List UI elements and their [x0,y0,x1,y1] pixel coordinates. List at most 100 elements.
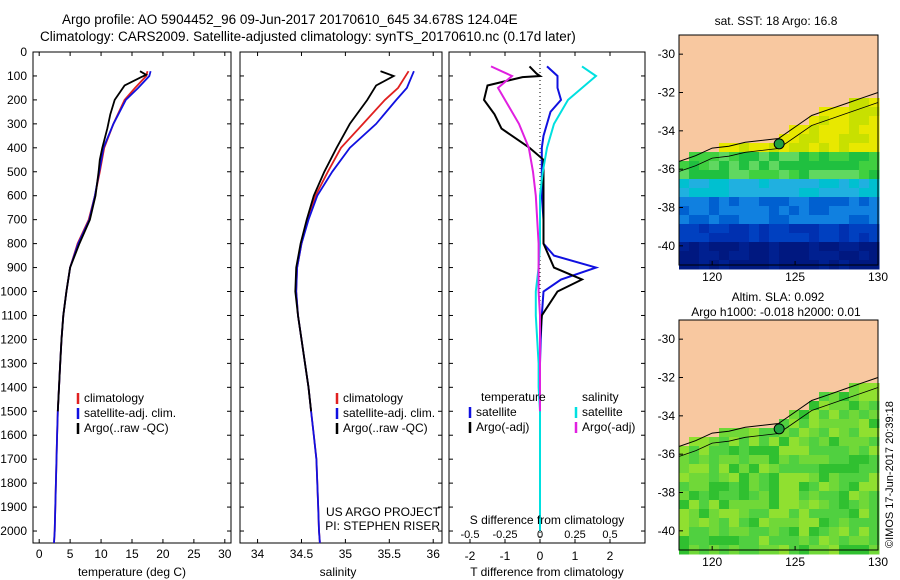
map-cell [689,233,700,243]
map-cell [739,491,750,501]
map-cell [869,125,880,135]
map-cell [679,233,690,243]
map-cell [729,500,740,510]
map-cell [779,500,790,510]
map-cell [789,455,800,465]
map-cell [849,500,860,510]
map-cell [729,251,740,261]
map-cell [839,392,850,402]
map-cell [739,428,750,438]
sal-annotation-1: PI: STEPHEN RISER [325,519,440,533]
map-cell [809,410,820,420]
map-cell [789,197,800,207]
map-cell [839,143,850,153]
map-cell [829,410,840,420]
map-cell [769,251,780,261]
map-cell [839,251,850,261]
map-cell [859,509,870,519]
map-cell [779,464,790,474]
map-cell [739,206,750,216]
map-cell [869,215,880,225]
map-cell [819,170,830,180]
map-ytick-label-0: -32 [658,86,676,100]
map-cell [739,152,750,162]
map-cell [719,242,730,252]
map-cell [869,446,880,456]
map-cell [739,179,750,189]
map-cell [859,500,870,510]
map-cell [759,161,770,171]
sal-legend-1-label: satellite-adj. clim. [343,406,435,420]
map-cell [729,233,740,243]
map-cell [789,437,800,447]
map-cell [819,473,830,483]
map-cell [839,455,850,465]
map-cell [739,446,750,456]
map-cell [729,527,740,537]
map-cell [839,215,850,225]
map-cell [859,107,870,117]
map-cell [699,446,710,456]
temp-line-1 [53,70,152,544]
map-cell [789,215,800,225]
map-cell [759,143,770,153]
map-cell [789,170,800,180]
map-cell [749,224,760,234]
map-cell [829,143,840,153]
map-cell [829,500,840,510]
map-cell [779,206,790,216]
map-cell [719,161,730,171]
map-cell [859,242,870,252]
map-cell [779,509,790,519]
map-cell [869,536,880,546]
map-cell [799,251,810,261]
map-cell [849,392,860,402]
y-tick-label: 900 [7,261,27,275]
map-cell [869,383,880,393]
map-cell [679,464,690,474]
map-cell [709,242,720,252]
y-tick-label: 1400 [0,380,27,394]
map-cell [869,98,880,108]
map-cell [849,419,860,429]
map-ytick-label-1: -38 [658,486,676,500]
map-cell [749,152,760,162]
map-cell [769,518,780,528]
map-cell [679,536,690,546]
y-tick-label: 300 [7,117,27,131]
map-cell [799,437,810,447]
map-cell [809,224,820,234]
map-cell [759,224,770,234]
map-cell [709,233,720,243]
map-cell [719,536,730,546]
map-cell [849,125,860,135]
map-cell [759,473,770,483]
map-cell [789,242,800,252]
map-cell [809,455,820,465]
map-cell [789,464,800,474]
map-cell [789,224,800,234]
map-cell [819,134,830,144]
map-cell [759,509,770,519]
map-cell [789,491,800,501]
map-cell [829,392,840,402]
map-cell [779,170,790,180]
map-cell [709,152,720,162]
y-tick-label: 400 [7,141,27,155]
map-cell [849,410,860,420]
map-cell [859,446,870,456]
map-cell [809,428,820,438]
map-cell [789,527,800,537]
map-cell [689,206,700,216]
map-cell [699,455,710,465]
map-cell [829,428,840,438]
map-cell [679,509,690,519]
map-cell [869,482,880,492]
s-tick-label: -0.5 [461,529,480,541]
map-cell [729,161,740,171]
map-cell [829,188,840,198]
map-cell [699,170,710,180]
map-cell [749,428,760,438]
map-cell [709,179,720,189]
map-cell [819,401,830,411]
